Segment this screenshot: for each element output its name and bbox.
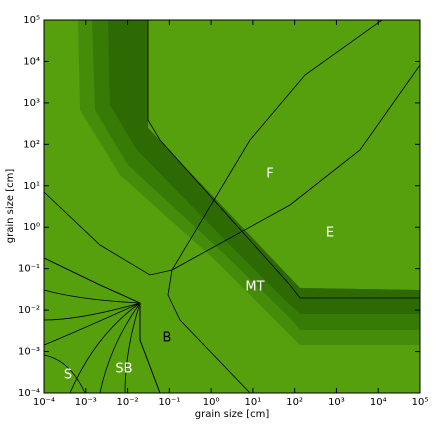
- regions: [43, 19, 421, 394]
- x-tick-label: 10⁻²: [117, 397, 139, 408]
- x-tick-label: 10⁵: [412, 397, 429, 408]
- x-tick-label: 10²: [286, 397, 303, 408]
- y-axis-label: grain size [cm]: [5, 169, 16, 244]
- y-tick-label: 10¹: [23, 181, 40, 192]
- y-tick-label: 10⁰: [23, 222, 40, 233]
- y-tick-label: 10⁻²: [18, 305, 40, 316]
- region-label: F: [266, 167, 273, 182]
- x-axis-label: grain size [cm]: [195, 409, 270, 420]
- x-tick-label: 10⁻⁴: [33, 397, 55, 408]
- region-label: SB: [115, 362, 132, 377]
- y-tick-label: 10⁻⁴: [18, 388, 40, 399]
- x-tick-label: 10³: [328, 397, 345, 408]
- region-label: S: [64, 368, 72, 383]
- region-label: B: [163, 331, 172, 346]
- y-tick-label: 10³: [23, 98, 40, 109]
- x-tick-label: 10¹: [245, 397, 262, 408]
- y-tick-label: 10⁵: [23, 15, 40, 26]
- region-label: MT: [245, 280, 264, 295]
- contours: [43, 289, 141, 394]
- plot-frame: [43, 19, 421, 394]
- x-tick-label: 10⁻³: [75, 397, 97, 408]
- region-label: E: [326, 226, 334, 241]
- y-tick-label: 10⁴: [23, 56, 40, 67]
- band-3: [108, 20, 420, 314]
- x-tick-label: 10⁰: [203, 397, 220, 408]
- y-tick-label: 10⁻³: [18, 347, 40, 358]
- x-tick-label: 10⁻¹: [158, 397, 180, 408]
- y-tick-label: 10⁻¹: [18, 264, 40, 275]
- y-tick-label: 10²: [23, 139, 40, 150]
- x-tick-label: 10⁴: [370, 397, 387, 408]
